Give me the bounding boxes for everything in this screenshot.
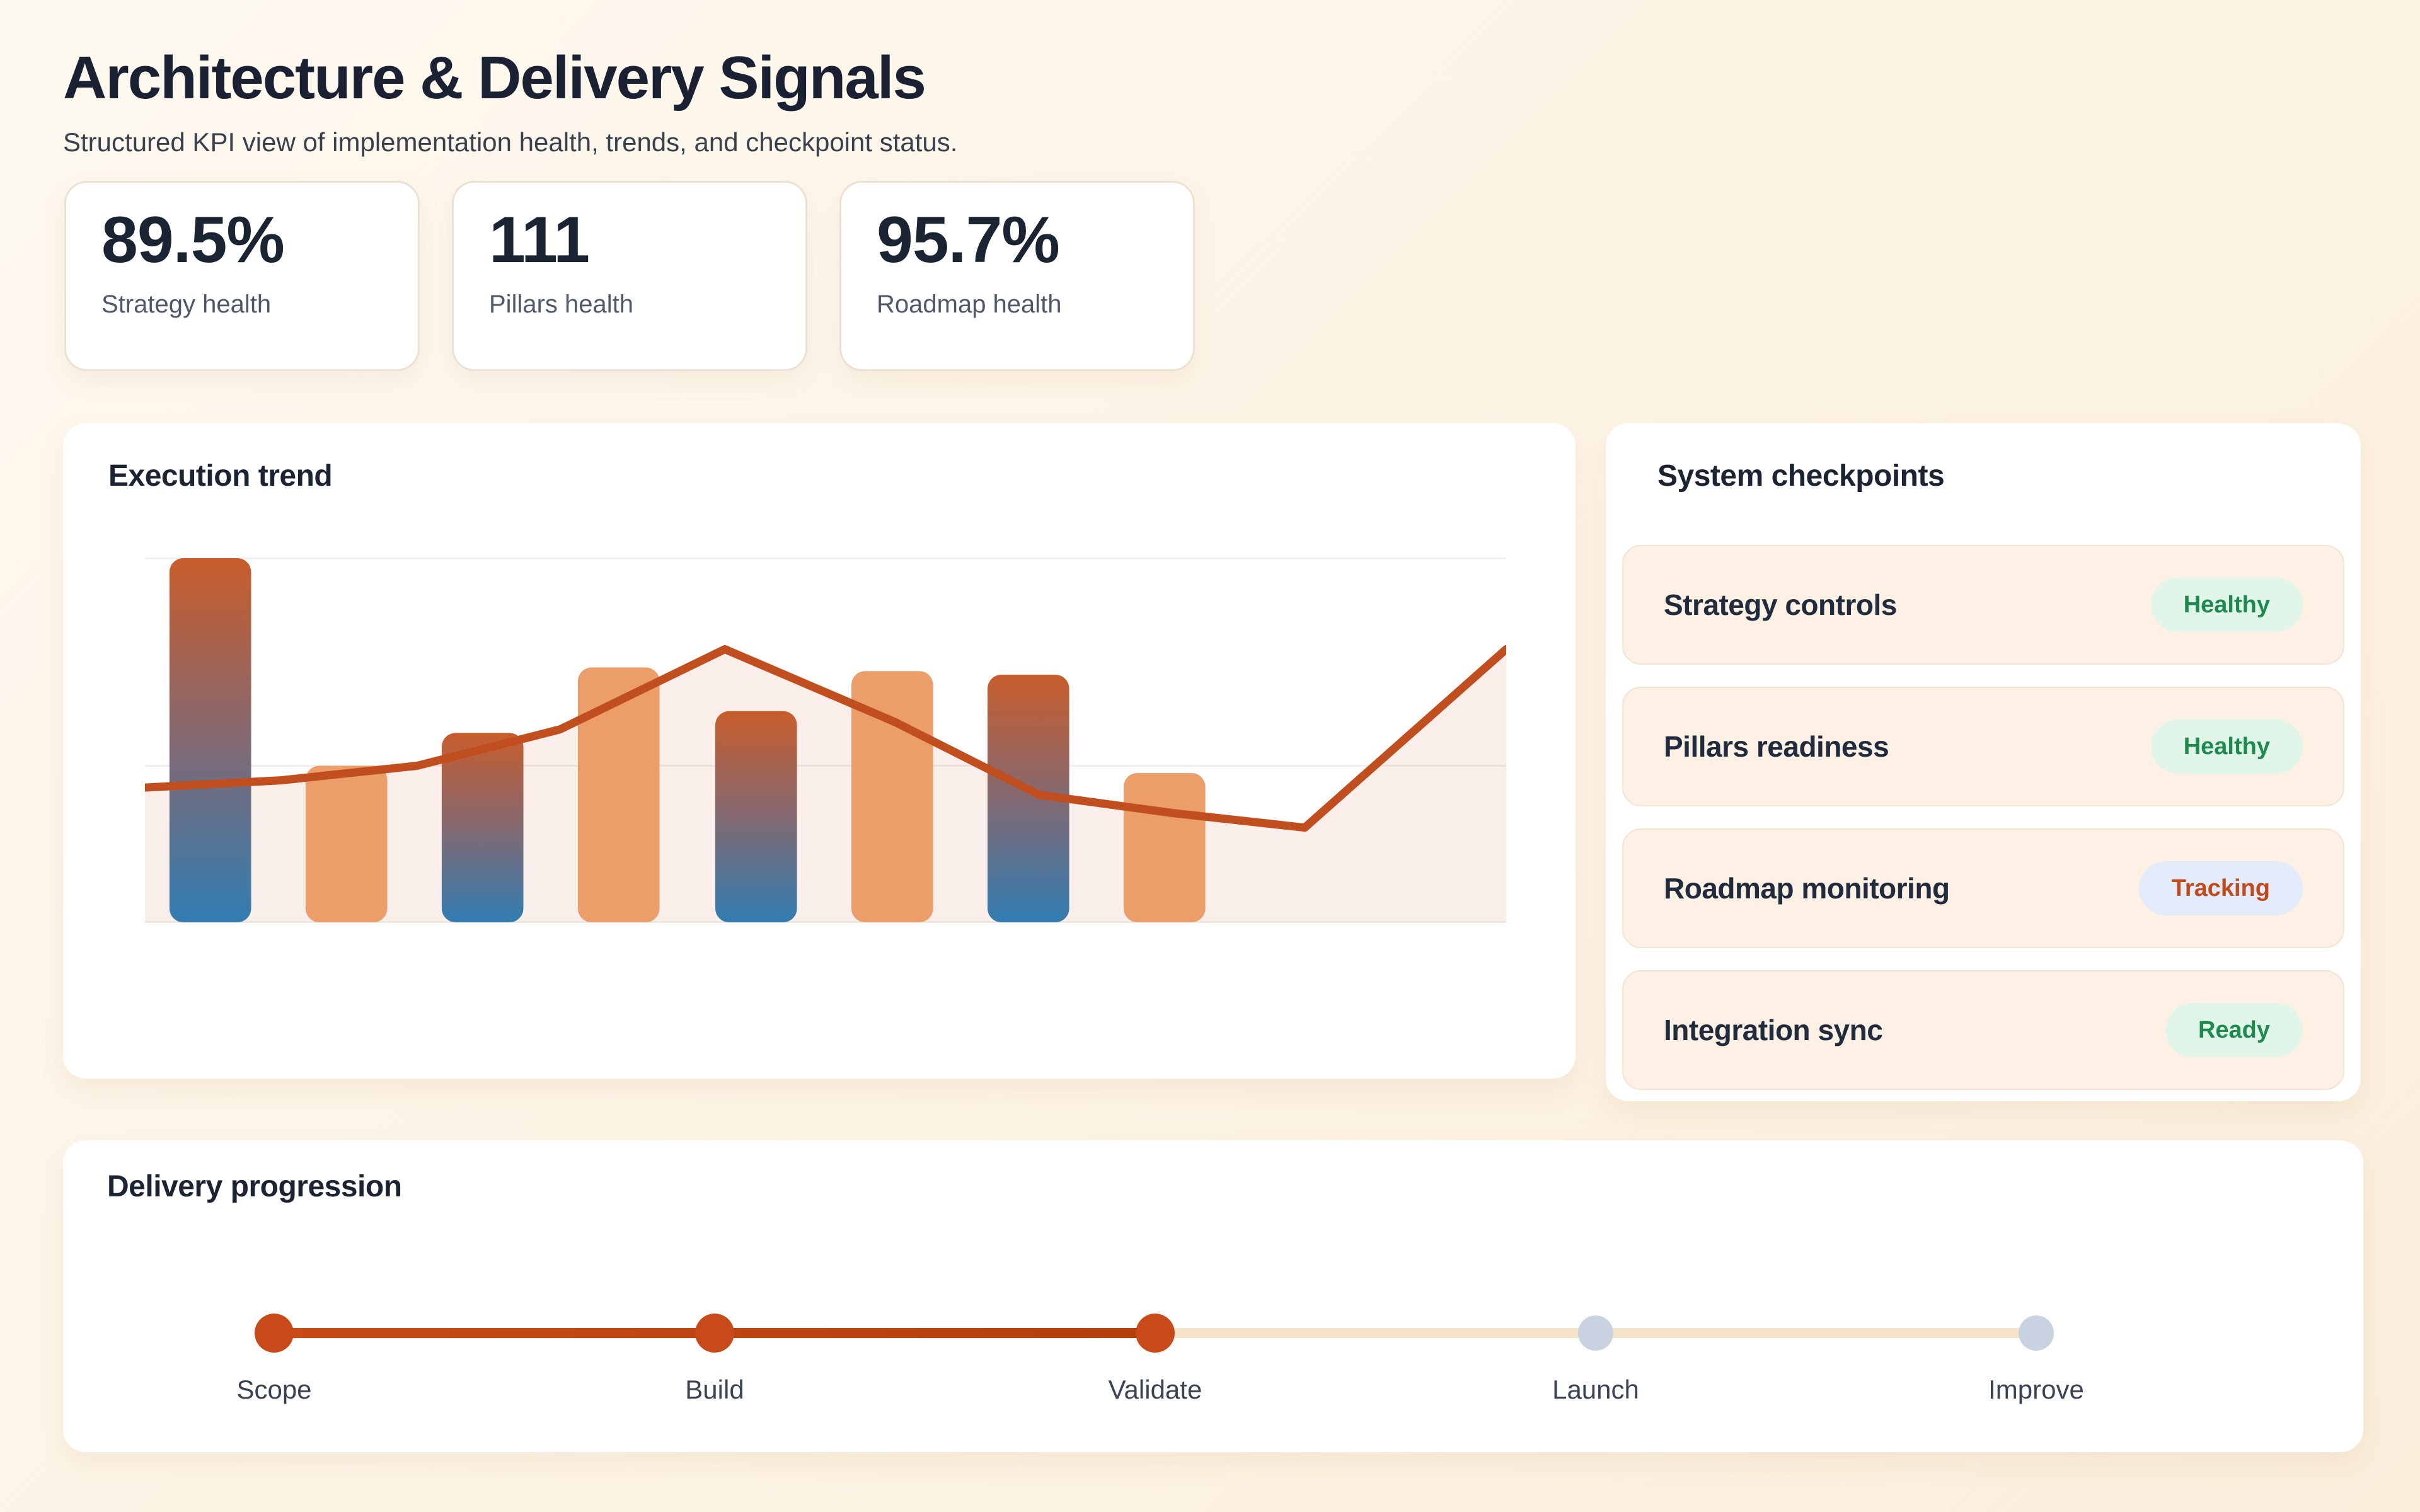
kpi-card: 89.5% Strategy health [64, 181, 420, 371]
step-label: Scope [236, 1375, 312, 1404]
system-checkpoints-title: System checkpoints [1657, 459, 1945, 493]
execution-trend-chart [145, 558, 1506, 923]
step-node-scope[interactable] [255, 1314, 294, 1353]
kpi-value: 89.5% [101, 203, 285, 277]
execution-trend-card: Execution trend [63, 423, 1576, 1079]
checkpoint-row: Pillars readiness Healthy [1622, 687, 2344, 806]
step-node-improve[interactable] [2019, 1315, 2054, 1351]
kpi-label: Pillars health [489, 290, 634, 318]
status-badge: Ready [2165, 1003, 2303, 1057]
checkpoint-row: Strategy controls Healthy [1622, 545, 2344, 665]
checkpoint-label: Integration sync [1664, 1014, 1883, 1046]
step-label: Build [685, 1375, 744, 1404]
checkpoint-label: Strategy controls [1664, 588, 1897, 621]
kpi-value: 111 [489, 203, 590, 277]
status-badge: Healthy [2150, 719, 2303, 774]
kpi-label: Roadmap health [877, 290, 1062, 318]
checkpoint-row: Roadmap monitoring Tracking [1622, 828, 2344, 948]
kpi-card: 111 Pillars health [452, 181, 807, 371]
checkpoint-row: Integration sync Ready [1622, 970, 2344, 1090]
page-header: Architecture & Delivery Signals Structur… [63, 42, 957, 159]
checkpoint-label: Pillars readiness [1664, 730, 1889, 763]
execution-trend-title: Execution trend [108, 459, 333, 493]
step-label: Improve [1988, 1375, 2084, 1404]
kpi-card: 95.7% Roadmap health [839, 181, 1195, 371]
status-badge: Healthy [2150, 578, 2303, 632]
page-title: Architecture & Delivery Signals [63, 44, 926, 112]
checkpoint-list: Strategy controls Healthy Pillars readin… [1622, 545, 2344, 1112]
delivery-progression-title: Delivery progression [107, 1170, 402, 1203]
step-node-validate[interactable] [1136, 1314, 1175, 1353]
page-subtitle: Structured KPI view of implementation he… [63, 127, 958, 158]
kpi-label: Strategy health [101, 290, 272, 318]
step-node-build[interactable] [695, 1314, 734, 1353]
step-node-launch[interactable] [1578, 1315, 1613, 1351]
step-label: Validate [1108, 1375, 1202, 1404]
status-badge: Tracking [2138, 861, 2303, 915]
kpi-row: 89.5% Strategy health 111 Pillars health… [64, 181, 1195, 371]
step-label: Launch [1552, 1375, 1639, 1404]
kpi-value: 95.7% [877, 203, 1060, 277]
delivery-progression-card: Delivery progression Scope Build Validat… [63, 1140, 2363, 1452]
system-checkpoints-card: System checkpoints Strategy controls Hea… [1606, 423, 2361, 1101]
checkpoint-label: Roadmap monitoring [1664, 872, 1950, 905]
